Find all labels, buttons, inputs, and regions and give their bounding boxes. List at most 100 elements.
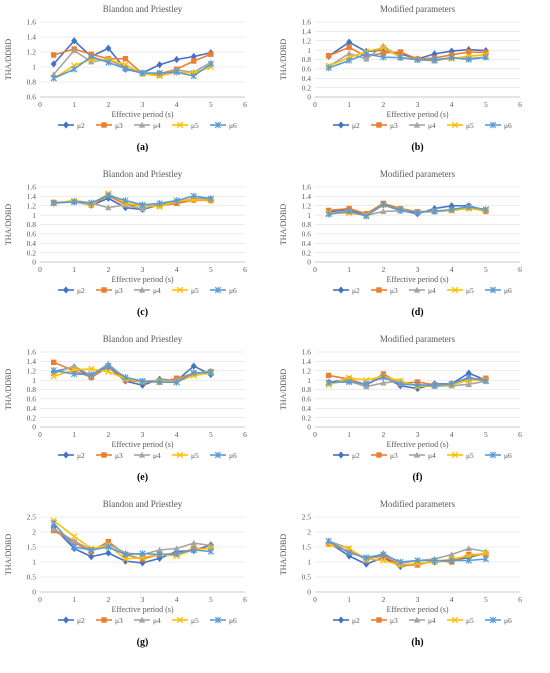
x-axis-label: Effective period (s) — [111, 275, 173, 284]
legend-marker — [101, 287, 107, 293]
data-point — [414, 209, 421, 216]
data-point — [363, 50, 370, 58]
x-tick-label: 1 — [72, 265, 76, 274]
series-2 — [50, 525, 215, 558]
legend-label: μ3 — [115, 286, 123, 295]
legend-label: μ2 — [352, 616, 360, 625]
y-tick-label: 0.4 — [27, 239, 37, 248]
legend-marker — [101, 122, 107, 128]
legend-label: μ4 — [428, 616, 436, 625]
legend-marker — [489, 286, 497, 294]
y-tick-label: 1 — [32, 211, 36, 220]
data-point — [363, 380, 370, 388]
data-point — [139, 201, 146, 209]
legend-label: μ3 — [115, 616, 123, 625]
data-point — [448, 54, 455, 61]
y-tick-label: 0.8 — [27, 220, 37, 229]
data-point — [482, 555, 490, 563]
legend-label: μ3 — [390, 616, 398, 625]
x-tick-label: 3 — [416, 595, 420, 604]
x-tick-label: 4 — [175, 430, 179, 439]
data-point — [466, 49, 472, 55]
legend-label: μ4 — [153, 616, 161, 625]
data-point — [363, 554, 370, 561]
x-tick-label: 1 — [347, 265, 351, 274]
data-point — [431, 56, 438, 64]
y-tick-label: 1.4 — [302, 357, 312, 366]
data-point — [208, 51, 214, 57]
data-point — [156, 200, 163, 207]
data-point — [139, 556, 146, 562]
legend-label: μ5 — [466, 451, 474, 460]
chart-panel-c: Blandon and Priestley00.20.40.60.811.21.… — [4, 169, 247, 318]
data-point — [325, 537, 332, 545]
y-tick-label: 0.2 — [27, 413, 37, 422]
data-point — [50, 71, 57, 78]
y-tick-label: 1.6 — [302, 18, 312, 27]
legend: μ2 μ3 μ4 μ5 μ6 — [333, 286, 512, 295]
x-tick-label: 2 — [106, 430, 110, 439]
x-tick-label: 6 — [243, 265, 247, 274]
y-tick-label: 0 — [307, 588, 311, 597]
x-tick-label: 6 — [518, 100, 522, 109]
y-axis-label: THA/DDBD — [279, 204, 288, 246]
legend-marker — [451, 286, 459, 294]
legend-label: μ5 — [466, 121, 474, 130]
data-point — [414, 557, 421, 564]
data-point — [105, 192, 112, 199]
legend-label: μ6 — [504, 286, 512, 295]
legend-marker — [63, 121, 69, 129]
legend: μ2 μ3 μ4 μ5 μ6 — [58, 286, 237, 295]
y-tick-label: 0 — [32, 423, 36, 432]
panel-caption: (e) — [137, 472, 148, 483]
x-tick-label: 4 — [450, 430, 454, 439]
legend-label: μ2 — [77, 616, 85, 625]
y-tick-label: 0.4 — [302, 404, 312, 413]
x-tick-label: 5 — [209, 100, 213, 109]
data-point — [414, 56, 421, 64]
y-tick-label: 0.5 — [27, 573, 37, 582]
y-tick-label: 0.6 — [302, 65, 312, 74]
data-point — [190, 72, 197, 80]
legend: μ2 μ3 μ4 μ5 μ6 — [58, 451, 237, 460]
legend-label: μ5 — [191, 616, 199, 625]
data-point — [380, 53, 387, 61]
data-point — [207, 195, 215, 203]
data-point — [465, 557, 472, 564]
data-point — [50, 373, 57, 380]
legend-marker — [489, 451, 497, 459]
data-point — [465, 545, 472, 552]
y-tick-label: 0.4 — [302, 74, 312, 83]
data-point — [345, 378, 353, 386]
y-tick-label: 1.6 — [27, 348, 37, 357]
legend-marker — [451, 616, 459, 624]
x-tick-label: 4 — [175, 100, 179, 109]
y-tick-label: 0.8 — [27, 78, 37, 87]
data-point — [70, 65, 78, 73]
y-tick-label: 1 — [307, 211, 311, 220]
legend-marker — [338, 121, 344, 129]
legend-marker — [214, 616, 222, 624]
data-point — [325, 53, 332, 59]
data-point — [50, 60, 57, 68]
legend-label: μ2 — [77, 286, 85, 295]
y-tick-label: 1.2 — [302, 366, 312, 375]
x-tick-label: 2 — [381, 100, 385, 109]
series-line — [53, 522, 211, 556]
x-tick-label: 3 — [141, 100, 145, 109]
x-tick-label: 4 — [450, 265, 454, 274]
legend: μ2 μ3 μ4 μ5 μ6 — [333, 451, 512, 460]
legend-marker — [214, 286, 222, 294]
x-tick-label: 2 — [106, 100, 110, 109]
legend-label: μ4 — [153, 451, 161, 460]
data-point — [88, 58, 95, 65]
data-point — [325, 379, 332, 386]
y-tick-label: 1 — [307, 558, 311, 567]
series-line — [53, 368, 211, 383]
data-point — [465, 56, 472, 63]
legend-marker — [489, 121, 497, 129]
chart-title: Modified parameters — [380, 169, 456, 179]
panel-caption: (g) — [137, 637, 149, 648]
data-point — [414, 381, 421, 389]
data-point — [139, 381, 146, 389]
